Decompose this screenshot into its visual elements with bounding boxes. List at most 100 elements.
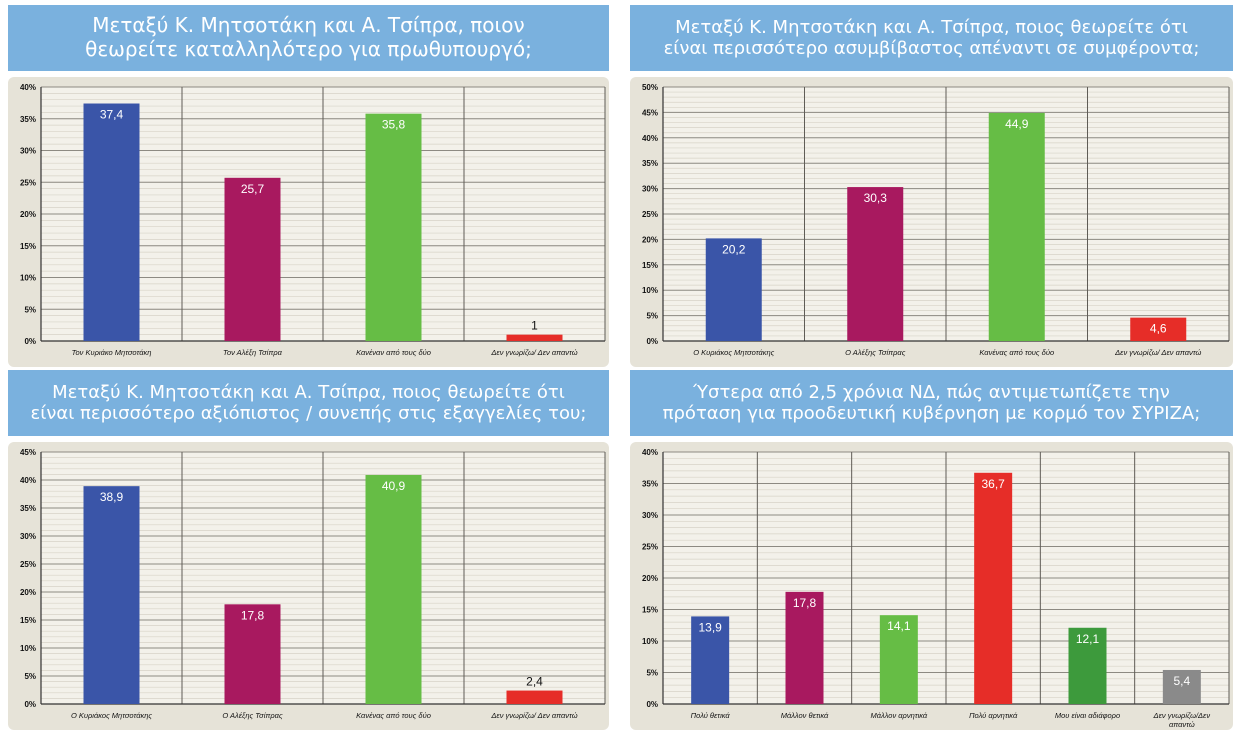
bar <box>785 591 824 704</box>
y-tick-label: 10% <box>20 644 36 653</box>
chart-title: Ύστερα από 2,5 χρόνια ΝΔ, πώς αντιμετωπί… <box>630 370 1233 436</box>
chart-title-line-1: Ύστερα από 2,5 χρόνια ΝΔ, πώς αντιμετωπί… <box>693 381 1170 403</box>
x-tick-label: Πολύ θετικά <box>691 711 731 720</box>
chart-area: 0% 5% 10% 15% 20% 25% 30% 35% 40% 13,9 Πολύ θετικά… <box>630 442 1233 730</box>
y-tick-label: 25% <box>20 178 36 187</box>
chart-title-line-2: είναι περισσότερο αξιόπιστος / συνεπής σ… <box>30 403 587 424</box>
y-tick-label: 40% <box>642 448 658 457</box>
bar <box>83 486 140 704</box>
chart-area: 0% 5% 10% 15% 20% 25% 30% 35% 40% 37,4 Τον Κυριάκο… <box>8 77 609 367</box>
y-tick-label: 0% <box>24 337 36 346</box>
y-tick-label: 5% <box>646 669 658 678</box>
x-tick-label: Τον Κυριάκο Μητσοτάκη <box>72 348 152 357</box>
bar <box>224 177 281 341</box>
x-tick-label: Δεν γνωρίζω/ Δεν απαντώ <box>490 348 577 357</box>
x-tick-label: Κανένας από τους δύο <box>979 348 1054 357</box>
y-tick-label: 15% <box>20 242 36 251</box>
bar-chart: 0% 5% 10% 15% 20% 25% 30% 35% 40% 45% 50% 20,2 Ο Κυρ… <box>642 83 1230 357</box>
bar <box>1130 317 1187 341</box>
chart-title: Μεταξύ Κ. Μητσοτάκη και Α. Τσίπρα, ποιον… <box>8 5 609 71</box>
x-tick-label: Ο Κυριάκος Μητσοτάκης <box>71 711 152 720</box>
y-tick-label: 15% <box>642 261 658 270</box>
data-label: 17,8 <box>241 608 265 622</box>
y-tick-label: 45% <box>20 448 36 457</box>
y-tick-label: 20% <box>20 588 36 597</box>
y-tick-label: 40% <box>20 83 36 92</box>
bar <box>847 187 904 341</box>
bar <box>691 616 730 704</box>
data-label: 30,3 <box>864 191 888 205</box>
data-label: 36,7 <box>981 477 1005 491</box>
chart-title-line-2: είναι περισσότερο ασυμβίβαστος απέναντι … <box>663 38 1200 59</box>
y-tick-label: 0% <box>646 337 658 346</box>
chart-area: 0% 5% 10% 15% 20% 25% 30% 35% 40% 45% 38,9 Ο Κυριάκ… <box>8 442 609 730</box>
y-tick-label: 20% <box>20 210 36 219</box>
x-tick-label: Μάλλον αρνητικά <box>870 711 927 720</box>
y-tick-label: 30% <box>642 185 658 194</box>
data-label: 37,4 <box>100 108 124 122</box>
data-label: 17,8 <box>793 596 817 610</box>
y-tick-label: 10% <box>20 274 36 283</box>
y-tick-label: 20% <box>642 574 658 583</box>
data-label: 20,2 <box>722 242 746 256</box>
y-tick-label: 30% <box>642 511 658 520</box>
x-tick-label: Μάλλον θετικά <box>781 711 829 720</box>
chart-title-line-2: πρόταση για προοδευτική κυβέρνηση με κορ… <box>662 403 1201 424</box>
y-tick-label: 40% <box>642 134 658 143</box>
x-tick-label: Τον Αλέξη Τσίπρα <box>223 348 283 357</box>
y-tick-label: 45% <box>642 108 658 117</box>
data-label: 38,9 <box>100 490 124 504</box>
y-tick-label: 25% <box>642 543 658 552</box>
x-tick-label: Ο Κυριάκος Μητσοτάκης <box>693 348 774 357</box>
data-label: 1 <box>531 319 538 333</box>
data-label: 40,9 <box>382 479 406 493</box>
chart-title-line-1: Μεταξύ Κ. Μητσοτάκη και Α. Τσίπρα, ποιον <box>92 13 525 38</box>
data-label: 44,9 <box>1005 117 1029 131</box>
bar <box>365 474 422 704</box>
bar <box>1068 627 1107 704</box>
x-tick-label: Δεν γνωρίζω/ Δεν απαντώ <box>1114 348 1201 357</box>
y-tick-label: 0% <box>24 700 36 709</box>
bar <box>988 112 1045 341</box>
y-tick-label: 5% <box>24 305 36 314</box>
y-tick-label: 5% <box>24 672 36 681</box>
bar <box>705 238 762 341</box>
y-tick-label: 15% <box>20 616 36 625</box>
y-tick-label: 5% <box>646 312 658 321</box>
y-tick-label: 0% <box>646 700 658 709</box>
bar <box>224 604 281 704</box>
bar-chart: 0% 5% 10% 15% 20% 25% 30% 35% 40% 13,9 Πολύ θετικά… <box>642 448 1230 729</box>
chart-title-line-2: θεωρείτε καταλληλότερο για πρωθυπουργό; <box>85 37 532 61</box>
bar <box>506 690 563 704</box>
data-label: 25,7 <box>241 182 265 196</box>
x-tick-label: Δεν γνωρίζω/Δεν <box>1153 711 1211 720</box>
data-label: 35,8 <box>382 118 406 132</box>
bar <box>879 615 918 704</box>
bar <box>974 472 1013 704</box>
bar <box>365 113 422 341</box>
chart-title-line-1: Μεταξύ Κ. Μητσοτάκη και Α. Τσίπρα, ποιος… <box>52 381 565 403</box>
y-tick-label: 25% <box>20 560 36 569</box>
x-tick-label: Ο Αλέξης Τσίπρας <box>845 348 906 357</box>
data-label: 4,6 <box>1150 322 1167 336</box>
bar <box>1162 669 1201 704</box>
y-tick-label: 25% <box>642 210 658 219</box>
y-tick-label: 35% <box>642 480 658 489</box>
data-label: 5,4 <box>1173 674 1190 688</box>
x-tick-label: Δεν γνωρίζω/ Δεν απαντώ <box>490 711 577 720</box>
x-tick-label: Μου είναι αδιάφορο <box>1055 711 1120 720</box>
data-label: 2,4 <box>526 675 543 689</box>
x-tick-label: Κανέναν από τους δύο <box>356 348 431 357</box>
bar-chart: 0% 5% 10% 15% 20% 25% 30% 35% 40% 45% 38,9 Ο Κυριάκ… <box>20 448 606 720</box>
bar <box>83 103 140 341</box>
data-label: 14,1 <box>887 619 911 633</box>
y-tick-label: 30% <box>20 147 36 156</box>
y-tick-label: 35% <box>20 504 36 513</box>
chart-title: Μεταξύ Κ. Μητσοτάκη και Α. Τσίπρα, ποιος… <box>630 5 1233 71</box>
data-label: 12,1 <box>1076 632 1100 646</box>
y-tick-label: 35% <box>20 115 36 124</box>
chart-title: Μεταξύ Κ. Μητσοτάκη και Α. Τσίπρα, ποιος… <box>8 370 609 436</box>
bar <box>506 334 563 341</box>
chart-area: 0% 5% 10% 15% 20% 25% 30% 35% 40% 45% 50% 20,2 Ο Κυρ… <box>630 77 1233 367</box>
x-tick-label: Κανένας από τους δύο <box>356 711 431 720</box>
